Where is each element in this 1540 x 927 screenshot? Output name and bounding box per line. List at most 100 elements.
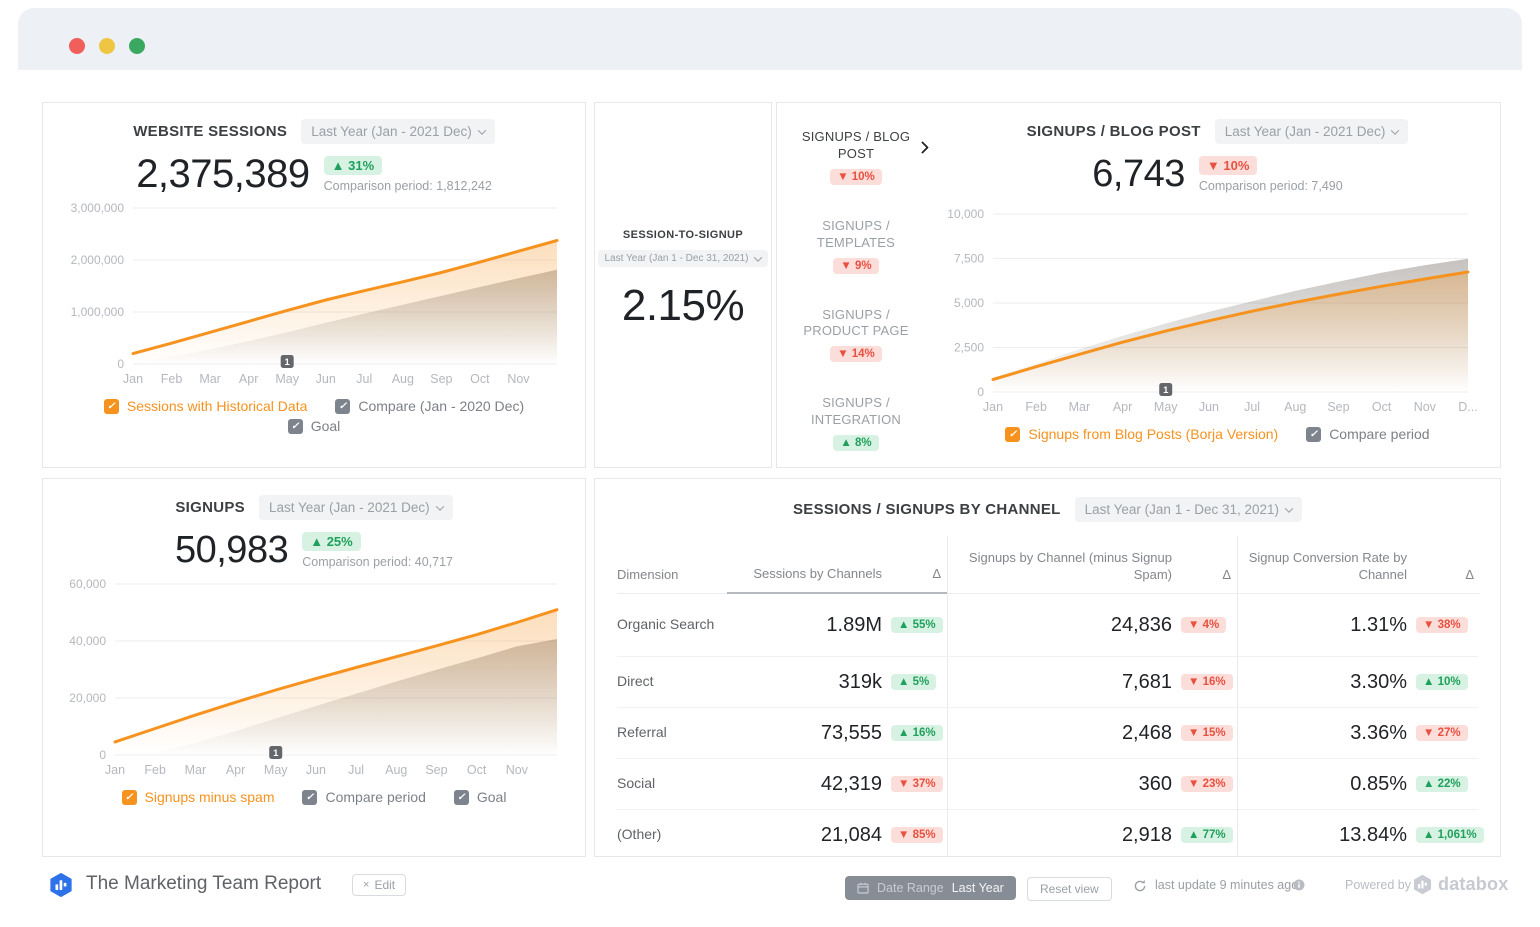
conversion-cell: 13.84% xyxy=(1237,810,1407,856)
databox-wordmark: databox xyxy=(1438,874,1509,894)
chevron-down-icon xyxy=(435,501,444,511)
reset-view-button[interactable]: Reset view xyxy=(1027,877,1112,901)
date-range-button[interactable]: Date Range Last Year xyxy=(845,876,1016,900)
sessions-signups-by-channel-card: SESSIONS / SIGNUPS BY CHANNEL Last Year … xyxy=(594,478,1501,857)
window-zoom-button[interactable] xyxy=(129,38,145,54)
delta-cell: ▼ 16% xyxy=(1172,657,1237,707)
date-range-dropdown[interactable]: Last Year (Jan 1 - Dec 31, 2021) xyxy=(1074,497,1302,522)
table-row: Referral 73,555 ▲ 16% 2,468 ▼ 15% 3.36% … xyxy=(617,707,1478,758)
delta-cell: ▲ 16% xyxy=(882,708,947,758)
delta-cell: ▼ 85% xyxy=(882,810,947,856)
website-sessions-chart: 3,000,000 2,000,000 1,000,000 0 Jan Feb Mar Apr… xyxy=(55,201,573,392)
legend-toggle-compare[interactable]: ✓ Compare period xyxy=(302,789,426,805)
svg-text:Jul: Jul xyxy=(348,763,364,777)
comparison-period: Comparison period: 7,490 xyxy=(1198,178,1343,193)
chevron-down-icon xyxy=(1391,125,1400,135)
delta-cell: ▼ 4% xyxy=(1172,594,1237,656)
databox-hexagon-icon xyxy=(1413,874,1432,895)
column-header-dimension[interactable]: Dimension xyxy=(617,536,727,594)
table-row: Organic Search 1.89M ▲ 55% 24,836 ▼ 4% 1… xyxy=(617,594,1478,656)
sessions-cell: 42,319 xyxy=(820,772,882,795)
svg-text:May: May xyxy=(264,763,288,777)
date-range-dropdown[interactable]: Last Year (Jan - 2021 Dec) xyxy=(1214,119,1409,144)
date-range-value: Last Year (Jan 1 - Dec 31, 2021) xyxy=(1084,502,1279,517)
column-header-delta[interactable]: Δ xyxy=(1172,536,1237,594)
svg-text:Nov: Nov xyxy=(1414,400,1437,414)
sidebar-item-signups-templates[interactable]: SIGNUPS / TEMPLATES ▼ 9% xyxy=(777,218,935,274)
signups-cell: 7,681 xyxy=(947,657,1172,707)
sidebar-item-signups-blog-post[interactable]: SIGNUPS / BLOG POST ▼ 10% xyxy=(777,129,935,185)
edit-label: Edit xyxy=(374,878,396,892)
trend-badge: ▲ 31% xyxy=(323,155,383,175)
refresh-icon[interactable] xyxy=(1133,879,1147,893)
checkbox-checked-icon: ✓ xyxy=(1005,426,1021,442)
card-title: SESSIONS / SIGNUPS BY CHANNEL xyxy=(792,501,1061,518)
sidebar-item-signups-integration[interactable]: SIGNUPS / INTEGRATION ▲ 8% xyxy=(777,395,935,452)
svg-text:0: 0 xyxy=(99,748,106,762)
window-close-button[interactable] xyxy=(69,38,85,54)
svg-text:Apr: Apr xyxy=(239,372,258,386)
date-range-value: Last Year (Jan - 2021 Dec) xyxy=(311,124,472,139)
checkbox-checked-icon: ✓ xyxy=(302,789,318,805)
legend-toggle-compare[interactable]: ✓ Compare (Jan - 2020 Dec) xyxy=(335,398,524,414)
svg-text:Sep: Sep xyxy=(430,372,452,386)
svg-text:Feb: Feb xyxy=(161,372,183,386)
sessions-cell: 1.89M xyxy=(826,613,882,636)
legend-toggle-goal[interactable]: ✓ Goal xyxy=(287,418,340,434)
window-minimize-button[interactable] xyxy=(99,38,115,54)
svg-text:Nov: Nov xyxy=(506,763,529,777)
trend-badge: ▼ 16% xyxy=(1181,674,1233,690)
card-title: SIGNUPS xyxy=(175,499,245,516)
report-title-wrap: The Marketing Team Report xyxy=(86,873,321,895)
signups-chart: 60,000 40,000 20,000 0 Jan Feb Mar Apr May Jun Jul… xyxy=(55,577,573,783)
calendar-icon xyxy=(857,882,869,894)
metric-value: 50,983 xyxy=(174,528,289,571)
checkbox-checked-icon: ✓ xyxy=(453,789,469,805)
chart-legend: ✓ Signups minus spam ✓ Compare period ✓ … xyxy=(43,789,585,805)
date-range-dropdown[interactable]: Last Year (Jan - 2021 Dec) xyxy=(301,119,495,144)
checkbox-checked-icon: ✓ xyxy=(121,789,137,805)
chart-legend: ✓ Sessions with Historical Data ✓ Compar… xyxy=(43,398,585,434)
svg-text:10,000: 10,000 xyxy=(947,208,984,221)
legend-toggle-signups-blog[interactable]: ✓ Signups from Blog Posts (Borja Version… xyxy=(1005,426,1278,442)
metric-value: 2,375,389 xyxy=(136,151,310,196)
sidebar-item-signups-product-page[interactable]: SIGNUPS / PRODUCT PAGE ▼ 14% xyxy=(777,307,935,363)
dimension-cell: Organic Search xyxy=(617,616,715,633)
metric-label: SIGNUPS / TEMPLATES xyxy=(816,217,896,250)
date-range-dropdown[interactable]: Last Year (Jan 1 - Dec 31, 2021) xyxy=(597,250,769,267)
chart-legend: ✓ Signups from Blog Posts (Borja Version… xyxy=(935,426,1500,442)
svg-text:Aug: Aug xyxy=(392,372,414,386)
powered-by-databox-logo[interactable]: databox xyxy=(1412,874,1508,895)
reset-view-label: Reset view xyxy=(1040,882,1099,896)
legend-toggle-compare[interactable]: ✓ Compare period xyxy=(1306,426,1430,442)
trend-badge: ▼ 10% xyxy=(830,168,882,185)
comparison-period: Comparison period: 1,812,242 xyxy=(323,178,492,193)
chevron-down-icon xyxy=(1284,503,1294,513)
column-header-delta[interactable]: Δ xyxy=(1407,536,1480,594)
website-sessions-card: WEBSITE SESSIONS Last Year (Jan - 2021 D… xyxy=(42,102,586,468)
chevron-down-icon xyxy=(477,125,487,135)
date-range-dropdown[interactable]: Last Year (Jan - 2021 Dec) xyxy=(259,495,453,520)
metric-label: SIGNUPS / INTEGRATION xyxy=(810,395,902,428)
legend-toggle-goal[interactable]: ✓ Goal xyxy=(453,789,506,805)
edit-button[interactable]: × Edit xyxy=(352,874,407,896)
legend-toggle-sessions[interactable]: ✓ Sessions with Historical Data xyxy=(103,398,307,414)
delta-cell: ▼ 37% xyxy=(882,759,947,809)
column-header-signups[interactable]: Signups by Channel (minus Signup Spam) xyxy=(947,536,1172,594)
info-icon[interactable] xyxy=(1293,879,1305,891)
svg-text:0: 0 xyxy=(117,357,124,371)
signups-cell: 2,918 xyxy=(947,810,1172,856)
signups-blog-post-card: SIGNUPS / BLOG POST ▼ 10% SIGNUPS / TEMP… xyxy=(776,102,1501,468)
trend-badge: ▼ 4% xyxy=(1181,617,1227,633)
column-header-sessions[interactable]: Sessions by Channels xyxy=(727,536,882,594)
column-header-conversion[interactable]: Signup Conversion Rate by Channel xyxy=(1237,536,1407,594)
date-range-label: Date Range xyxy=(877,881,944,895)
metric-value: 2.15% xyxy=(621,281,745,330)
trend-badge: ▲ 8% xyxy=(833,435,879,452)
dimension-cell: Social xyxy=(617,775,656,792)
svg-text:Jun: Jun xyxy=(1199,400,1219,414)
legend-toggle-signups[interactable]: ✓ Signups minus spam xyxy=(121,789,274,805)
svg-text:Mar: Mar xyxy=(1069,400,1091,414)
column-header-delta[interactable]: Δ xyxy=(882,536,947,594)
